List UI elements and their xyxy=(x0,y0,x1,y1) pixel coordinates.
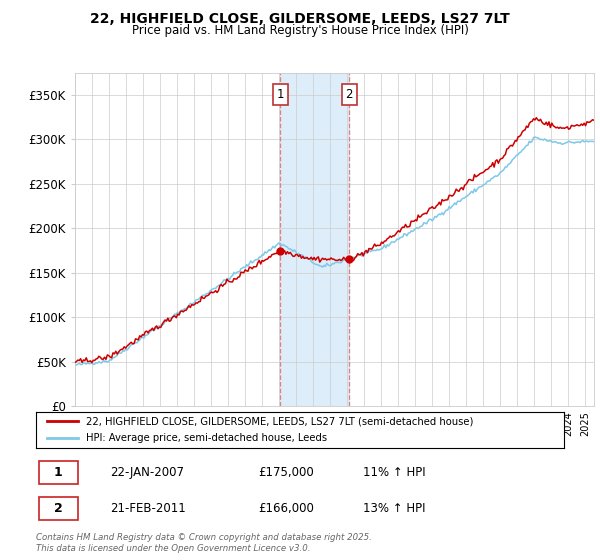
Text: £175,000: £175,000 xyxy=(258,466,314,479)
Text: 1: 1 xyxy=(54,466,62,479)
Text: 21-FEB-2011: 21-FEB-2011 xyxy=(110,502,185,515)
Text: 2: 2 xyxy=(346,88,353,101)
Text: 22-JAN-2007: 22-JAN-2007 xyxy=(110,466,184,479)
Text: 1: 1 xyxy=(277,88,284,101)
Text: 13% ↑ HPI: 13% ↑ HPI xyxy=(364,502,426,515)
Text: £166,000: £166,000 xyxy=(258,502,314,515)
Text: 11% ↑ HPI: 11% ↑ HPI xyxy=(364,466,426,479)
FancyBboxPatch shape xyxy=(38,497,78,520)
Text: Contains HM Land Registry data © Crown copyright and database right 2025.
This d: Contains HM Land Registry data © Crown c… xyxy=(36,533,372,553)
Text: 22, HIGHFIELD CLOSE, GILDERSOME, LEEDS, LS27 7LT: 22, HIGHFIELD CLOSE, GILDERSOME, LEEDS, … xyxy=(90,12,510,26)
Text: 22, HIGHFIELD CLOSE, GILDERSOME, LEEDS, LS27 7LT (semi-detached house): 22, HIGHFIELD CLOSE, GILDERSOME, LEEDS, … xyxy=(86,417,473,426)
Text: Price paid vs. HM Land Registry's House Price Index (HPI): Price paid vs. HM Land Registry's House … xyxy=(131,24,469,36)
Text: HPI: Average price, semi-detached house, Leeds: HPI: Average price, semi-detached house,… xyxy=(86,433,327,443)
Text: 2: 2 xyxy=(54,502,62,515)
Bar xyxy=(280,73,349,406)
FancyBboxPatch shape xyxy=(38,461,78,484)
